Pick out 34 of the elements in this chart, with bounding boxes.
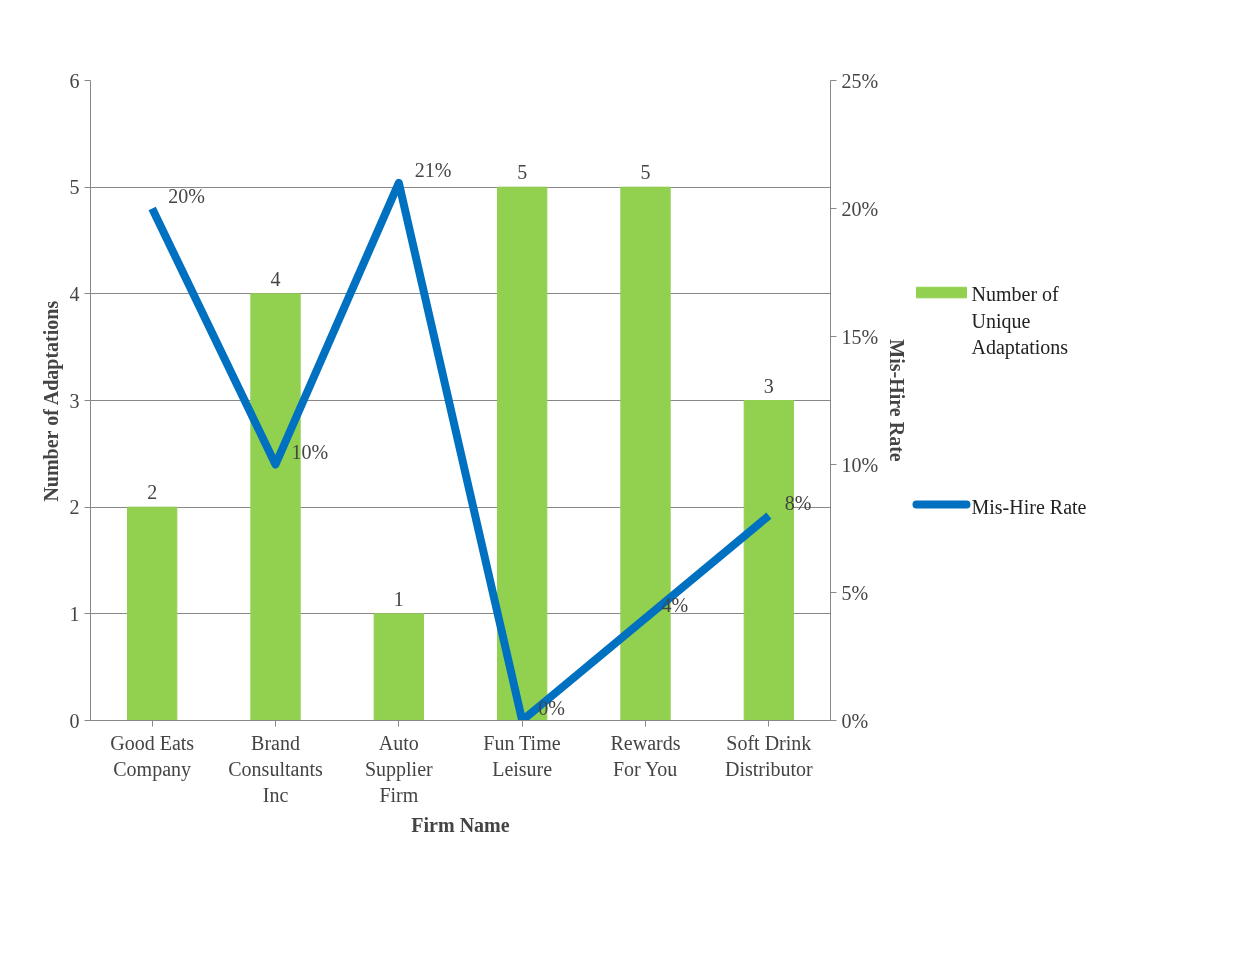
y-tick-label: 5: [69, 176, 80, 199]
y2-tick-label: 5%: [841, 581, 869, 604]
bar: [127, 506, 178, 721]
y-tick-label: 4: [69, 282, 80, 305]
x-tick-label: Fun Time Leisure: [483, 731, 561, 780]
legend-label: Number of Unique Adaptations: [971, 283, 1069, 360]
y-tick-label: 6: [69, 69, 80, 92]
data-label: 3: [763, 374, 774, 397]
y2-tick-label: 0%: [841, 709, 869, 732]
x-tick-label: Auto Supplier Firm: [364, 731, 434, 807]
y2-tick-label: 15%: [841, 325, 879, 348]
data-label: 2: [147, 481, 158, 504]
data-label: 4: [270, 267, 281, 290]
y-tick-label: 1: [69, 602, 80, 625]
data-label: 20%: [168, 184, 205, 207]
y2-axis-title: Mis-Hire Rate: [886, 339, 909, 462]
bar: [373, 613, 424, 721]
x-tick-label: Brand Consultants Inc: [228, 731, 323, 807]
data-label: 1: [393, 587, 404, 610]
y-tick-label: 2: [69, 496, 80, 519]
data-label: 5: [517, 161, 528, 184]
x-tick-label: Rewards For You: [610, 731, 681, 780]
x-tick-label: Good Eats Company: [110, 731, 195, 781]
y-axis-title: Number of Adaptations: [39, 300, 63, 502]
data-label: 5: [640, 161, 651, 184]
legend-label: Mis-Hire Rate: [971, 495, 1087, 518]
y-tick-label: 3: [69, 389, 80, 412]
y2-tick-label: 10%: [841, 453, 879, 476]
x-tick-label: Soft Drink Distributor: [724, 731, 814, 780]
y-tick-label: 0: [69, 709, 80, 732]
y2-tick-label: 25%: [841, 69, 879, 92]
y2-tick-label: 20%: [841, 197, 879, 220]
data-label: 21%: [414, 158, 452, 181]
x-axis-title: Firm Name: [411, 814, 510, 837]
